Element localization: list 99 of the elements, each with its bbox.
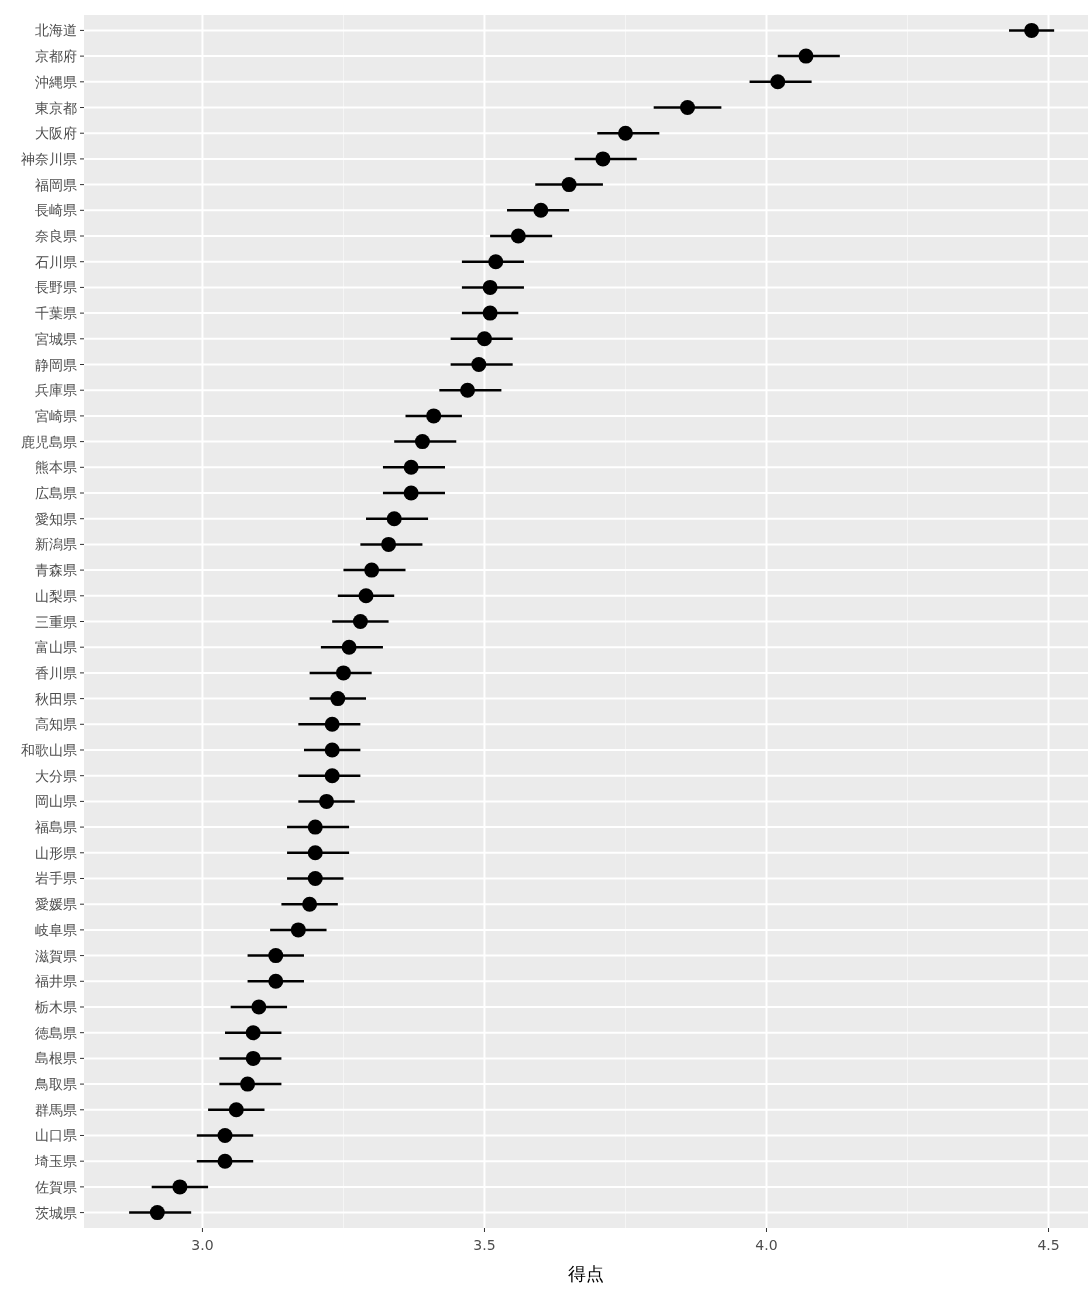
y-tick-label: 茨城県 (35, 1204, 77, 1221)
y-tick-label: 広島県 (35, 485, 77, 501)
y-tick-label: 愛媛県 (35, 896, 77, 913)
point (403, 459, 419, 475)
y-tick-label: 群馬県 (35, 1101, 77, 1118)
point (290, 922, 306, 938)
y-tick-label: 高知県 (35, 716, 77, 733)
point (319, 793, 335, 809)
y-tick-label: 岩手県 (35, 870, 77, 887)
point (341, 639, 357, 655)
point (414, 434, 430, 450)
y-tick-label: 山形県 (35, 844, 77, 861)
point (770, 74, 786, 90)
y-tick-label: 福岡県 (35, 176, 77, 193)
point (561, 177, 577, 193)
y-tick-label: 長崎県 (35, 202, 77, 219)
point (307, 819, 323, 835)
y-tick-label: 神奈川県 (21, 150, 77, 167)
point (488, 254, 504, 270)
y-tick-label: 島根県 (35, 1050, 77, 1067)
point (330, 691, 346, 707)
y-tick-label: 熊本県 (35, 459, 77, 476)
y-tick-label: 新潟県 (35, 536, 77, 553)
y-tick-label: 和歌山県 (21, 742, 77, 758)
point (482, 305, 498, 321)
y-tick-label: 奈良県 (35, 228, 77, 245)
y-tick-label: 佐賀県 (35, 1178, 77, 1195)
point (251, 999, 267, 1015)
point (268, 948, 284, 964)
point (335, 665, 351, 681)
y-tick-label: 京都府 (35, 48, 77, 65)
point (460, 382, 476, 398)
y-tick-label: 大阪府 (35, 125, 77, 142)
point (307, 870, 323, 886)
point (149, 1205, 165, 1221)
point (476, 331, 492, 347)
point (386, 511, 402, 527)
point (324, 768, 340, 784)
point (533, 202, 549, 218)
y-tick-label: 石川県 (35, 253, 77, 270)
point (358, 588, 374, 604)
point (482, 279, 498, 295)
point (471, 357, 487, 373)
point (352, 614, 368, 629)
y-tick-label: 宮崎県 (35, 407, 77, 424)
y-tick-label: 北海道 (35, 22, 77, 39)
point (245, 1025, 261, 1041)
y-tick-label: 沖縄県 (35, 73, 77, 90)
y-tick-label: 東京都 (35, 99, 77, 116)
y-tick-label: 静岡県 (35, 356, 77, 373)
y-tick-label: 富山県 (35, 639, 77, 656)
y-tick-label: 福島県 (35, 819, 77, 836)
x-axis-title: 得点 (568, 1263, 604, 1284)
point (798, 48, 814, 64)
point (381, 536, 397, 552)
y-tick-label: 宮城県 (35, 330, 77, 347)
point (403, 485, 419, 501)
y-tick-label: 青森県 (35, 562, 77, 579)
point (228, 1102, 244, 1118)
point (595, 151, 611, 167)
y-tick-label: 徳島県 (35, 1024, 77, 1041)
point (307, 845, 323, 861)
point (617, 125, 633, 141)
y-tick-label: 岐阜県 (35, 921, 77, 938)
point (302, 896, 318, 912)
x-tick-label: 3.5 (473, 1237, 496, 1253)
x-tick-label: 3.0 (191, 1237, 214, 1253)
y-tick-label: 鳥取県 (34, 1076, 77, 1093)
point (510, 228, 526, 244)
y-tick-label: 千葉県 (35, 305, 77, 322)
point (245, 1050, 261, 1066)
y-tick-label: 山口県 (35, 1127, 77, 1144)
y-tick-label: 福井県 (35, 973, 77, 990)
y-tick-label: 兵庫県 (35, 382, 77, 399)
point (324, 716, 340, 732)
y-tick-label: 秋田県 (35, 690, 77, 707)
y-tick-label: 鹿児島県 (21, 433, 77, 450)
y-tick-label: 愛知県 (35, 510, 77, 527)
x-tick-label: 4.5 (1037, 1237, 1060, 1253)
y-tick-label: 埼玉県 (34, 1153, 77, 1170)
y-tick-label: 岡山県 (35, 793, 77, 810)
point (268, 973, 284, 989)
y-tick-label: 滋賀県 (35, 947, 77, 964)
x-tick-label: 4.0 (755, 1237, 778, 1253)
y-tick-label: 三重県 (35, 613, 77, 630)
point (680, 100, 696, 116)
y-tick-label: 大分県 (35, 767, 77, 784)
y-tick-label: 香川県 (35, 664, 77, 681)
y-tick-label: 長野県 (35, 279, 77, 296)
point (240, 1076, 256, 1092)
point (426, 408, 442, 424)
y-tick-label: 栃木県 (35, 998, 77, 1015)
point (217, 1153, 233, 1169)
point (364, 562, 380, 578)
point (324, 742, 340, 758)
y-tick-label: 山梨県 (35, 587, 77, 604)
point (1024, 22, 1040, 38)
point (217, 1127, 233, 1143)
point (172, 1179, 188, 1195)
